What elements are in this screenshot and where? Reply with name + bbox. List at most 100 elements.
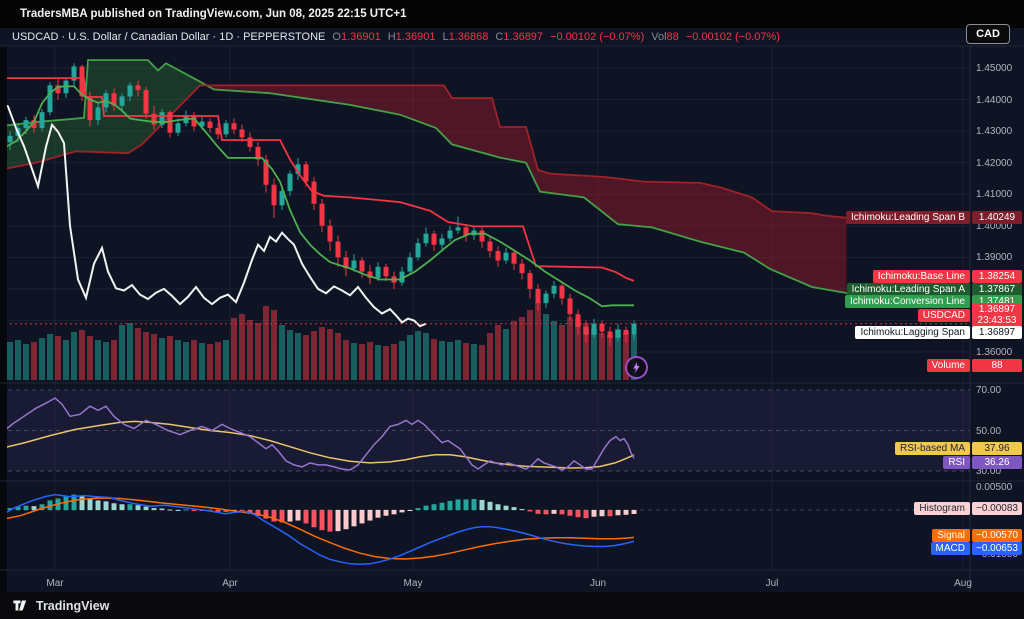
macd-histogram-bar — [79, 495, 85, 510]
candle-body — [503, 252, 509, 261]
macd-histogram-bar — [15, 506, 21, 510]
candle-body — [351, 260, 357, 269]
boost-lightning-button[interactable] — [625, 356, 648, 379]
volume-bar — [423, 333, 429, 380]
macd-histogram-bar — [175, 510, 181, 511]
volume-bar — [319, 327, 325, 380]
volume-bar — [47, 334, 53, 380]
macd-histogram-bar — [223, 510, 229, 512]
macd-histogram-bar — [471, 498, 477, 510]
label-name[interactable]: Ichimoku:Base Line — [872, 269, 970, 283]
label-name[interactable]: MACD — [930, 541, 970, 555]
candle-body — [567, 298, 573, 315]
axis-tick-label: 30.00 — [976, 466, 1001, 477]
volume-bar — [471, 344, 477, 380]
leading-span-b-line — [0, 84, 848, 219]
candle-body — [319, 203, 325, 226]
candle-body — [367, 271, 373, 278]
time-axis[interactable]: Mar Apr May Jun Jul Aug — [46, 578, 972, 589]
volume-bar — [127, 323, 133, 380]
candle-body — [143, 90, 149, 114]
axis-tick-label: 70.00 — [976, 385, 1001, 396]
macd-histogram-bar — [311, 510, 317, 528]
candle-body — [199, 121, 205, 127]
label-name[interactable]: Ichimoku:Conversion Line — [844, 294, 970, 308]
candle-body — [79, 66, 85, 97]
candle-body — [111, 93, 117, 106]
macd-histogram-bar — [215, 510, 221, 512]
volume-bar — [583, 323, 589, 380]
volume-bar — [343, 340, 349, 380]
macd-histogram-bar — [271, 510, 277, 522]
volume-bar — [567, 317, 573, 380]
label-name[interactable]: Ichimoku:Leading Span A — [846, 282, 970, 296]
currency-toggle-button[interactable]: CAD — [966, 24, 1010, 44]
volume-bar — [151, 334, 157, 380]
volume-bar — [263, 306, 269, 380]
candle-body — [263, 159, 269, 185]
volume-bar — [479, 345, 485, 380]
volume-bar — [191, 340, 197, 380]
volume-bar — [287, 330, 293, 380]
macd-histogram-bar — [127, 504, 133, 510]
axis-tick-label: 0.00500 — [976, 482, 1013, 493]
candle-body — [607, 331, 613, 338]
candle-body — [487, 241, 493, 252]
label-name[interactable]: Ichimoku:Lagging Span — [855, 325, 970, 339]
candle-body — [495, 251, 501, 261]
volume-bar — [223, 340, 229, 380]
candle-body — [455, 227, 461, 231]
indicator-label-histogram: Histogram −0.00083 — [914, 501, 1022, 515]
volume-bar — [495, 325, 501, 380]
tradingview-logo-icon[interactable] — [12, 597, 29, 614]
candle-body — [423, 233, 429, 244]
macd-pane — [0, 493, 970, 565]
brand-name[interactable]: TradingView — [36, 598, 110, 613]
macd-histogram-bar — [607, 510, 613, 517]
axis-tick-label: 1.40000 — [976, 221, 1013, 232]
macd-histogram-bar — [431, 504, 437, 510]
volume-value: Vol88 — [651, 31, 679, 43]
macd-histogram-bar — [103, 501, 109, 510]
volume-bar — [359, 344, 365, 380]
volume-bar — [415, 331, 421, 380]
volume-bar — [31, 342, 37, 380]
volume-bar — [511, 321, 517, 380]
volume-bar — [23, 344, 29, 380]
volume-bar — [7, 342, 13, 380]
label-name[interactable]: Ichimoku:Leading Span B — [846, 210, 970, 224]
candle-body — [599, 323, 605, 332]
volume-bar — [615, 329, 621, 380]
candle-body — [159, 112, 165, 125]
candle-body — [23, 120, 29, 128]
label-name[interactable]: Volume — [926, 358, 970, 372]
macd-histogram-bar — [399, 510, 405, 513]
macd-histogram-bar — [319, 510, 325, 531]
symbol-title[interactable]: USDCAD · U.S. Dollar / Canadian Dollar ·… — [12, 31, 326, 43]
candle-body — [439, 238, 445, 245]
candle-body — [55, 85, 61, 94]
label-value: 37.96 — [972, 441, 1022, 455]
price-scale[interactable]: 1.45000 1.44000 1.43000 1.42000 1.41000 1.400… — [976, 63, 1018, 560]
candle-body — [407, 257, 413, 272]
volume-bar — [367, 342, 373, 380]
label-name[interactable]: RSI-based MA — [894, 441, 970, 455]
label-value: −0.00083 — [972, 501, 1022, 515]
attribution-text: TradersMBA published on TradingView.com,… — [20, 8, 407, 20]
label-name[interactable]: RSI — [943, 455, 970, 469]
macd-histogram-bar — [599, 510, 605, 517]
label-name[interactable]: Histogram — [914, 501, 970, 515]
volume-bar — [375, 345, 381, 380]
macd-histogram-bar — [343, 510, 349, 530]
label-name[interactable]: Signal — [932, 528, 970, 542]
macd-signal-line — [0, 497, 635, 560]
macd-histogram-bar — [87, 498, 93, 510]
macd-histogram-bar — [71, 494, 77, 510]
volume-bar — [135, 328, 141, 380]
label-name[interactable]: USDCAD — [917, 308, 970, 322]
macd-histogram-bar — [47, 500, 53, 510]
candle-body — [463, 227, 469, 236]
macd-histogram-bar — [279, 510, 285, 523]
